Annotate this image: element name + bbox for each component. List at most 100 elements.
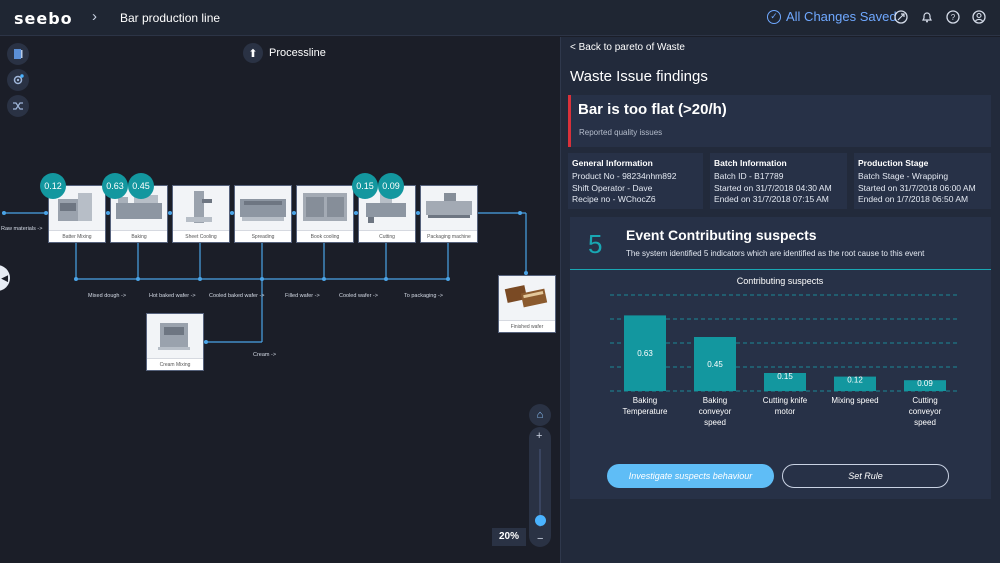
user-icon[interactable] xyxy=(972,10,986,24)
bell-icon[interactable] xyxy=(920,10,934,24)
process-title: ⬆ Processline xyxy=(243,43,326,63)
zoom-handle[interactable] xyxy=(535,515,546,526)
rocket-icon[interactable] xyxy=(894,10,908,24)
machine-baking[interactable]: Baking xyxy=(110,185,168,243)
oven-icon xyxy=(116,195,162,219)
top-bar: seebo › Bar production line ✓ All Change… xyxy=(0,0,1000,36)
batter-mixer-icon xyxy=(58,193,92,221)
flow-lines xyxy=(2,211,528,344)
flow-label: Mixed dough -> xyxy=(88,293,127,299)
machine-label: Sheet Cooling xyxy=(173,230,229,242)
flow-label: Cream -> xyxy=(253,352,277,358)
set-rule-button[interactable]: Set Rule xyxy=(782,464,949,488)
machine-book-cooling[interactable]: Book cooling xyxy=(296,185,354,243)
score-badge[interactable]: 0.09 xyxy=(378,173,404,199)
home-icon[interactable]: ⌂ xyxy=(529,404,551,426)
suspects-chart: Contributing suspects 0.63 Baking Temperat… xyxy=(610,276,960,427)
suspects-card: 5 Event Contributing suspects The system… xyxy=(570,217,991,499)
cream-mixer-icon xyxy=(158,323,190,350)
flow-label: Hot baked wafer -> xyxy=(149,293,196,299)
chevron-left-icon: ◀ xyxy=(1,272,8,283)
info-line: Ended on 1/7/2018 06:50 AM xyxy=(858,194,969,204)
machine-label: Finished wafer xyxy=(499,320,555,332)
spreader-icon xyxy=(240,199,286,221)
machine-packaging[interactable]: Packaging machine xyxy=(420,185,478,243)
chart-category-label: speed xyxy=(914,418,936,427)
zoom-in-button[interactable]: + xyxy=(536,430,543,442)
investigate-button[interactable]: Investigate suspects behaviour xyxy=(607,464,774,488)
back-link[interactable]: < Back to pareto of Waste xyxy=(570,42,685,53)
machine-finished-wafer[interactable]: Finished wafer xyxy=(498,275,556,333)
chart-bar[interactable] xyxy=(904,380,946,391)
score-badge[interactable]: 0.63 xyxy=(102,173,128,199)
chart-value-label: 0.12 xyxy=(847,376,863,385)
score-badge[interactable]: 0.12 xyxy=(40,173,66,199)
settings-icon[interactable] xyxy=(7,69,29,91)
chart-category-label: Mixing speed xyxy=(831,396,878,405)
score-badge[interactable]: 0.45 xyxy=(128,173,154,199)
flow-label: Cooled baked wafer -> xyxy=(209,293,265,299)
arrow-up-icon: ⬆ xyxy=(243,43,263,63)
chart-value-label: 0.63 xyxy=(637,349,653,358)
chart-category-label: Temperature xyxy=(623,407,668,416)
book-icon[interactable] xyxy=(7,43,29,65)
shuffle-icon[interactable] xyxy=(7,95,29,117)
info-line: Batch ID - B17789 xyxy=(714,171,784,181)
process-title-label: Processline xyxy=(269,47,326,59)
info-title: Production Stage xyxy=(858,158,929,168)
machine-sheet-cooling[interactable]: Sheet Cooling xyxy=(172,185,230,243)
process-canvas[interactable]: ⬆ Processline ◀ xyxy=(0,37,560,563)
panel-title: Waste Issue findings xyxy=(570,68,708,85)
machine-label: Packaging machine xyxy=(421,230,477,242)
info-line: Product No - 98234nhm892 xyxy=(572,171,677,181)
machine-cutting[interactable]: Cutting xyxy=(358,185,416,243)
findings-panel: < Back to pareto of Waste Waste Issue fi… xyxy=(560,37,1000,563)
breadcrumb[interactable]: Bar production line xyxy=(120,11,221,25)
collapse-panel-button[interactable]: ◀ xyxy=(0,265,10,291)
save-status-label: All Changes Saved xyxy=(786,9,897,24)
help-icon[interactable]: ? xyxy=(946,10,960,24)
machine-spreading[interactable]: Spreading xyxy=(234,185,292,243)
score-badge[interactable]: 0.15 xyxy=(352,173,378,199)
chart-bar[interactable] xyxy=(624,315,666,391)
divider xyxy=(570,269,991,270)
info-line: Batch Stage - Wrapping xyxy=(858,171,949,181)
chart-value-label: 0.45 xyxy=(707,360,723,369)
flow-label: Cooled wafer -> xyxy=(339,293,378,299)
chart-bar[interactable] xyxy=(694,337,736,391)
flow-label-raw: Raw materials -> xyxy=(1,226,43,232)
stage-info: Production Stage Batch Stage - Wrapping … xyxy=(854,153,991,209)
svg-text:?: ? xyxy=(951,13,956,22)
zoom-out-button[interactable]: − xyxy=(537,533,544,545)
flow-label: Filled wafer -> xyxy=(285,293,320,299)
chart-category-label: Cutting knife xyxy=(763,396,808,405)
flow-label: To packaging -> xyxy=(404,293,443,299)
logo: seebo xyxy=(14,9,73,28)
machine-label: Batter Mixing xyxy=(49,230,105,242)
chart-category-label: conveyor xyxy=(909,407,942,416)
chart-bar[interactable] xyxy=(834,376,876,391)
save-status: ✓ All Changes Saved xyxy=(767,9,897,24)
chart-bar[interactable] xyxy=(764,373,806,391)
issue-subtitle: Reported quality issues xyxy=(579,128,663,137)
wafer-bar-icon xyxy=(504,285,548,308)
machine-label: Cutting xyxy=(359,230,415,242)
suspects-count: 5 xyxy=(588,229,603,259)
chart-category-label: conveyor xyxy=(699,407,732,416)
zoom-track-line xyxy=(539,449,541,527)
chart-category-label: Baking xyxy=(633,396,657,405)
info-line: Started on 31/7/2018 06:00 AM xyxy=(858,182,976,193)
issue-title: Bar is too flat (>20/h) xyxy=(578,101,727,118)
machine-cream-mixing[interactable]: Cream Mixing xyxy=(146,313,204,371)
info-line: Started on 31/7/2018 04:30 AM xyxy=(714,182,832,193)
chart-category-label: speed xyxy=(704,418,726,427)
packager-icon xyxy=(426,193,472,218)
machine-label: Cream Mixing xyxy=(147,358,203,370)
batch-info: Batch Information Batch ID - B17789 Star… xyxy=(710,153,847,209)
book-cooler-icon xyxy=(303,193,347,221)
check-circle-icon: ✓ xyxy=(767,9,781,24)
chart-value-label: 0.15 xyxy=(777,372,793,381)
suspects-subtitle: The system identified 5 indicators which… xyxy=(626,249,925,258)
issue-card: Bar is too flat (>20/h) Reported quality… xyxy=(568,95,991,147)
